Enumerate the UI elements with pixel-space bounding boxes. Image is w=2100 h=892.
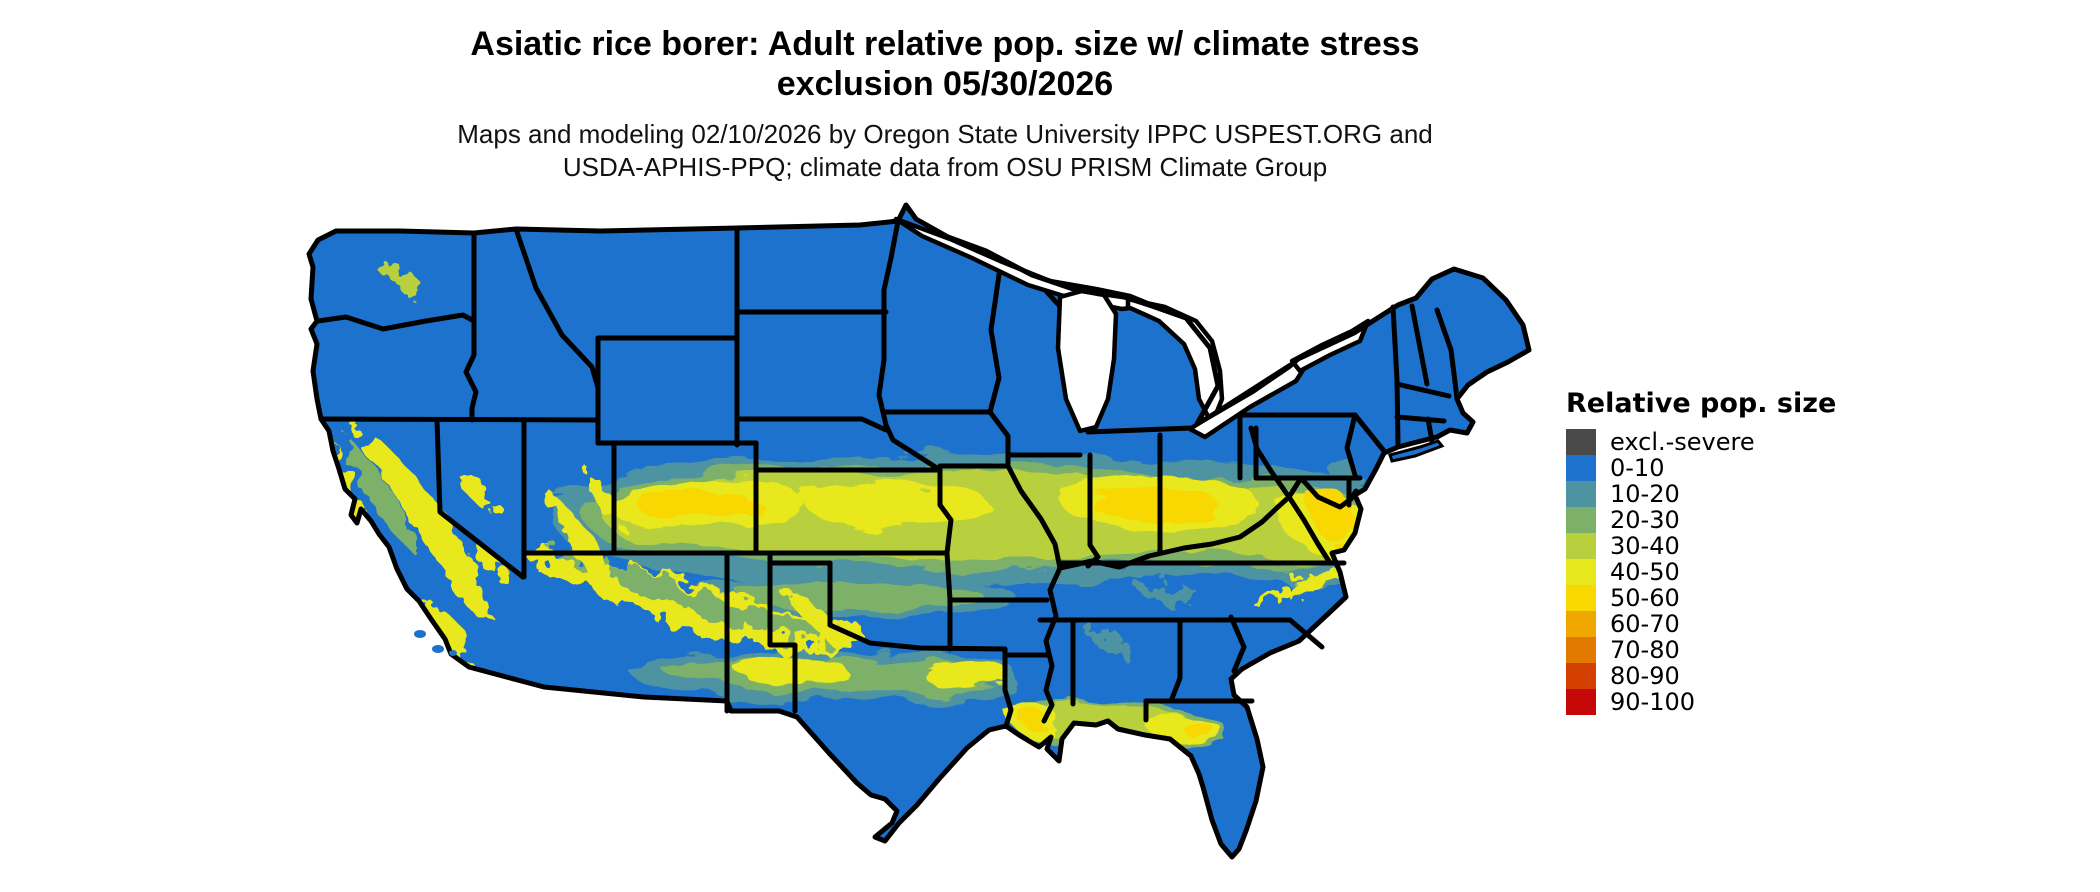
title-line1: Asiatic rice borer: Adult relative pop. … <box>470 25 1420 63</box>
state-borders <box>315 218 1460 729</box>
legend-swatch <box>1566 455 1596 481</box>
legend-label: 30-40 <box>1610 532 1680 560</box>
legend-row: excl.-severe <box>1566 428 1836 456</box>
legend-label: 70-80 <box>1610 636 1680 664</box>
legend-row: 50-60 <box>1566 584 1836 612</box>
legend-label: 50-60 <box>1610 584 1680 612</box>
legend-swatch <box>1566 585 1596 611</box>
page-title: Asiatic rice borer: Adult relative pop. … <box>300 24 1590 104</box>
legend-row: 0-10 <box>1566 454 1836 482</box>
legend-label: 0-10 <box>1610 454 1665 482</box>
subtitle-line1: Maps and modeling 02/10/2026 by Oregon S… <box>457 119 1433 149</box>
long-island <box>1388 439 1445 463</box>
legend-swatch <box>1566 689 1596 715</box>
legend-row: 90-100 <box>1566 688 1836 716</box>
legend-swatch <box>1566 611 1596 637</box>
legend-swatch <box>1566 533 1596 559</box>
legend-swatch <box>1566 637 1596 663</box>
legend-row: 40-50 <box>1566 558 1836 586</box>
legend-label: 90-100 <box>1610 688 1696 716</box>
legend-row: 30-40 <box>1566 532 1836 560</box>
subtitle-line2: USDA-APHIS-PPQ; climate data from OSU PR… <box>562 152 1328 182</box>
legend-row: 80-90 <box>1566 662 1836 690</box>
legend-row: 70-80 <box>1566 636 1836 664</box>
legend-swatch <box>1566 559 1596 585</box>
legend-label: 20-30 <box>1610 506 1680 534</box>
canada-mask <box>1212 264 1386 359</box>
legend-title: Relative pop. size <box>1566 388 1837 419</box>
legend-label: 60-70 <box>1610 610 1680 638</box>
legend-label: 10-20 <box>1610 480 1680 508</box>
legend-swatch <box>1566 663 1596 689</box>
legend-items: excl.-severe 0-10 10-20 20-30 30-40 40-50 50-6… <box>1566 428 1836 716</box>
legend-row: 10-20 <box>1566 480 1836 508</box>
legend-swatch <box>1566 429 1596 455</box>
offshore-islands <box>414 439 1445 656</box>
page-subtitle: Maps and modeling 02/10/2026 by Oregon S… <box>300 118 1590 184</box>
legend-label: 40-50 <box>1610 558 1680 586</box>
legend-row: 20-30 <box>1566 506 1836 534</box>
map-legend: Relative pop. size excl.-severe 0-10 10-20… <box>1566 388 1837 716</box>
legend-row: 60-70 <box>1566 610 1836 638</box>
legend-label: 80-90 <box>1610 662 1680 690</box>
title-line2: exclusion 05/30/2026 <box>776 65 1114 103</box>
legend-label: excl.-severe <box>1610 428 1755 456</box>
legend-swatch <box>1566 481 1596 507</box>
legend-swatch <box>1566 507 1596 533</box>
florida-keys <box>1190 870 1260 881</box>
